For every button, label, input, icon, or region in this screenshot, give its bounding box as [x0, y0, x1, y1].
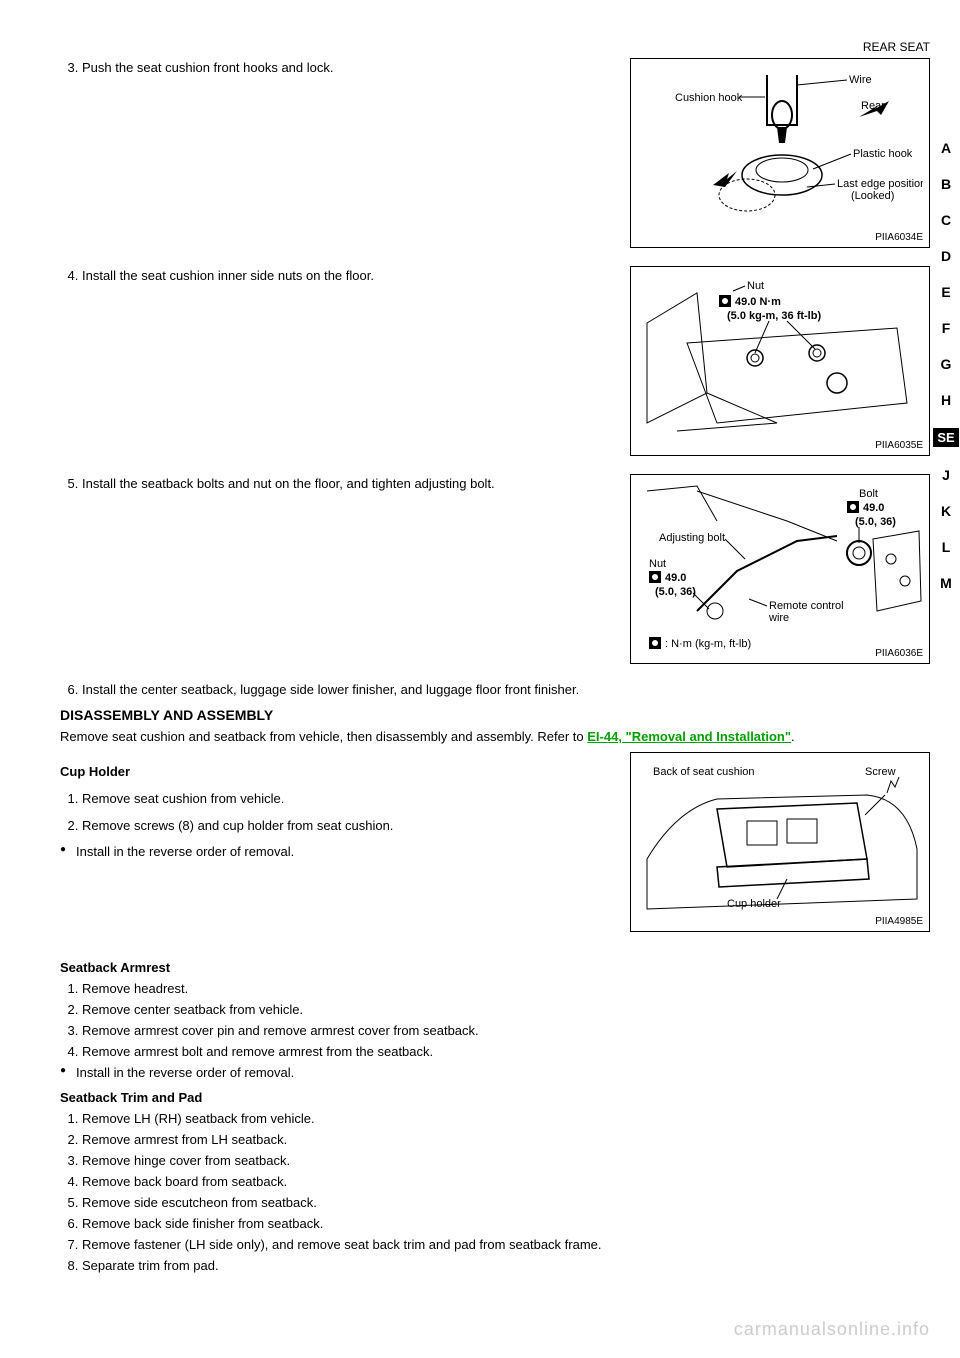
tab-se[interactable]: SE: [933, 428, 958, 447]
armrest-step-3: Remove armrest cover pin and remove armr…: [82, 1023, 930, 1038]
label-back-cushion: Back of seat cushion: [653, 766, 755, 778]
armrest-install-note: Install in the reverse order of removal.: [60, 1065, 930, 1080]
fig2-code: PIIA6035E: [875, 440, 923, 451]
trim-step-1: Remove LH (RH) seatback from vehicle.: [82, 1111, 930, 1126]
trim-step-4: Remove back board from seatback.: [82, 1174, 930, 1189]
tab-g[interactable]: G: [941, 356, 952, 372]
trim-step-5: Remove side escutcheon from seatback.: [82, 1195, 930, 1210]
trim-step-2: Remove armrest from LH seatback.: [82, 1132, 930, 1147]
armrest-install-text: Install in the reverse order of removal.: [60, 1065, 930, 1080]
label-t2b: (5.0, 36): [655, 586, 696, 598]
arrow-side-icon: [713, 171, 737, 187]
label-torque1: 49.0 N·m: [735, 296, 781, 308]
step-3: Push the seat cushion front hooks and lo…: [82, 58, 600, 79]
tab-d[interactable]: D: [941, 248, 951, 264]
armrest-step-1: Remove headrest.: [82, 981, 930, 996]
tab-f[interactable]: F: [942, 320, 951, 336]
step-list-4: Install the seat cushion inner side nuts…: [82, 266, 600, 287]
tab-k[interactable]: K: [941, 503, 951, 519]
trim-step-7: Remove fastener (LH side only), and remo…: [82, 1237, 930, 1252]
step-list-3: Push the seat cushion front hooks and lo…: [82, 58, 600, 79]
trim-steps: Remove LH (RH) seatback from vehicle. Re…: [82, 1111, 930, 1273]
cup-install-text: Install in the reverse order of removal.: [60, 842, 600, 863]
link-removal-installation[interactable]: EI-44, "Removal and Installation": [587, 729, 791, 744]
tab-m[interactable]: M: [940, 575, 952, 591]
step-4: Install the seat cushion inner side nuts…: [82, 266, 600, 287]
side-tabs: A B C D E F G H SE J K L M: [932, 140, 960, 591]
arrow-down-icon: [777, 127, 787, 143]
disassembly-heading: DISASSEMBLY AND ASSEMBLY: [60, 707, 930, 723]
cup-install-note: Install in the reverse order of removal.: [60, 842, 600, 863]
label-nut3: Nut: [649, 558, 666, 570]
label-plastic-hook: Plastic hook: [853, 148, 913, 160]
armrest-step-2: Remove center seatback from vehicle.: [82, 1002, 930, 1017]
trim-heading: Seatback Trim and Pad: [60, 1090, 930, 1105]
cup-holder-steps: Remove seat cushion from vehicle. Remove…: [82, 789, 600, 837]
label-bolt: Bolt: [859, 488, 878, 500]
figure-3: Bolt 49.0 (5.0, 36) Adjusting bolt Nut 4…: [630, 474, 930, 664]
label-legend: : N·m (kg-m, ft-lb): [665, 638, 751, 650]
label-cup-holder: Cup holder: [727, 898, 781, 910]
fig4-code: PIIA4985E: [875, 916, 923, 927]
label-torque2: (5.0 kg-m, 36 ft-lb): [727, 310, 821, 322]
fig1-code: PIIA6034E: [875, 232, 923, 243]
label-last-edge: Last edge position: [837, 178, 923, 190]
label-locked: (Looked): [851, 190, 894, 202]
tab-c[interactable]: C: [941, 212, 951, 228]
step-6: Install the center seatback, luggage sid…: [82, 682, 930, 697]
tab-b[interactable]: B: [941, 176, 951, 192]
label-adj: Adjusting bolt: [659, 532, 725, 544]
step-5: Install the seatback bolts and nut on th…: [82, 474, 600, 495]
tab-a[interactable]: A: [941, 140, 951, 156]
disassembly-intro: Remove seat cushion and seatback from ve…: [60, 729, 930, 744]
label-remote: Remote control: [769, 600, 844, 612]
screw-icon: [887, 777, 899, 793]
trim-step-8: Separate trim from pad.: [82, 1258, 930, 1273]
label-screw: Screw: [865, 766, 896, 778]
cup-step-2: Remove screws (8) and cup holder from se…: [82, 816, 600, 837]
armrest-heading: Seatback Armrest: [60, 960, 930, 975]
label-wire: Wire: [849, 74, 872, 86]
cup-step-1: Remove seat cushion from vehicle.: [82, 789, 600, 810]
trim-step-6: Remove back side finisher from seatback.: [82, 1216, 930, 1231]
section-label: REAR SEAT: [60, 40, 930, 54]
label-nut: Nut: [747, 280, 764, 292]
figure-2: Nut 49.0 N·m (5.0 kg-m, 36 ft-lb): [630, 266, 930, 456]
tab-e[interactable]: E: [941, 284, 950, 300]
cup-holder-heading: Cup Holder: [60, 762, 600, 783]
label-t2: 49.0: [665, 572, 686, 584]
intro-b: .: [791, 729, 795, 744]
tab-j[interactable]: J: [942, 467, 950, 483]
step-list-6: Install the center seatback, luggage sid…: [82, 682, 930, 697]
figure-4: Back of seat cushion Screw Cup holder PI…: [630, 752, 930, 932]
label-wire3: wire: [768, 612, 789, 624]
label-cushion-hook: Cushion hook: [675, 92, 743, 104]
watermark: carmanualsonline.info: [734, 1319, 930, 1340]
label-t1: 49.0: [863, 502, 884, 514]
figure-1: Cushion hook Wire Rear Plastic hook: [630, 58, 930, 248]
step-list-5: Install the seatback bolts and nut on th…: [82, 474, 600, 495]
tab-h[interactable]: H: [941, 392, 951, 408]
label-t1b: (5.0, 36): [855, 516, 896, 528]
tab-l[interactable]: L: [942, 539, 951, 555]
intro-a: Remove seat cushion and seatback from ve…: [60, 729, 587, 744]
fig3-code: PIIA6036E: [875, 648, 923, 659]
armrest-steps: Remove headrest. Remove center seatback …: [82, 981, 930, 1059]
trim-step-3: Remove hinge cover from seatback.: [82, 1153, 930, 1168]
armrest-step-4: Remove armrest bolt and remove armrest f…: [82, 1044, 930, 1059]
